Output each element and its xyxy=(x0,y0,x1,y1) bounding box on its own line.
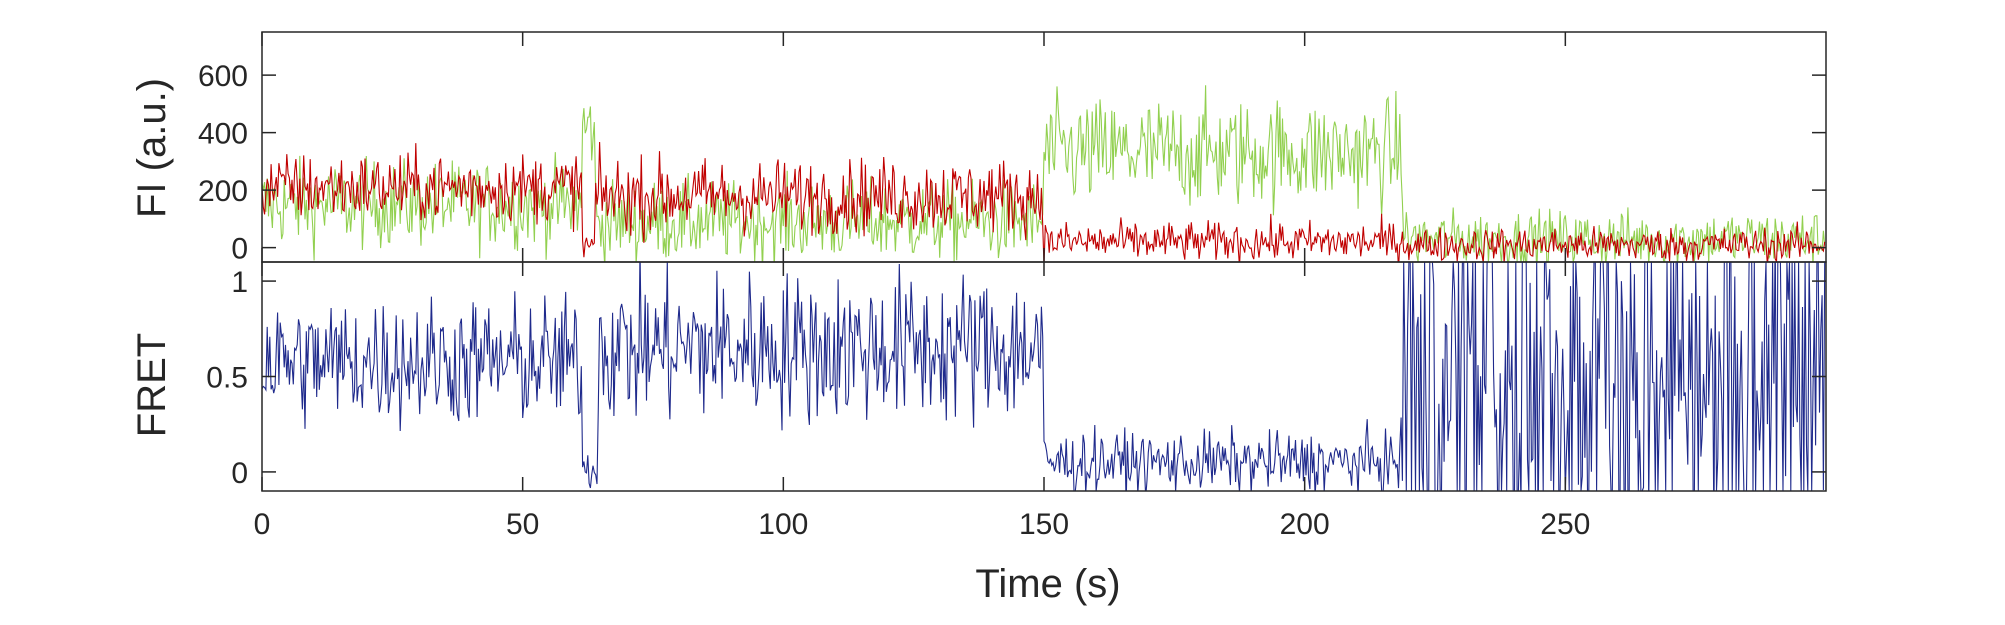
fi-axis-label: FI (a.u.) xyxy=(130,78,174,218)
fret-axis-label: FRET xyxy=(130,333,174,437)
top-ytick-label: 0 xyxy=(231,233,248,266)
time-axis-label: Time (s) xyxy=(975,562,1120,606)
bottom-series-0-line xyxy=(262,262,1826,491)
top-ytick-label: 400 xyxy=(198,118,248,151)
fret-panel: 0 0.5 1 0 50 100 150 200 250 xyxy=(206,261,1827,541)
bottom-ytick-label: 0 xyxy=(231,457,248,490)
xtick-label: 200 xyxy=(1280,508,1330,541)
xtick-label: 150 xyxy=(1019,508,1069,541)
bottom-ytick-label: 1 xyxy=(231,266,248,299)
top-ytick-label: 200 xyxy=(198,175,248,208)
xtick-label: 0 xyxy=(254,508,271,541)
fluorescence-panel: 0 200 400 600 xyxy=(198,31,1827,266)
top-ytick-label: 600 xyxy=(198,60,248,93)
xtick-label: 100 xyxy=(758,508,808,541)
top-series-0-line xyxy=(262,85,1826,262)
top-plot-frame xyxy=(261,31,1827,263)
top-series-1-line xyxy=(262,141,1826,262)
xtick-label: 50 xyxy=(506,508,539,541)
xtick-label: 250 xyxy=(1540,508,1590,541)
bottom-ytick-label: 0.5 xyxy=(206,362,248,395)
